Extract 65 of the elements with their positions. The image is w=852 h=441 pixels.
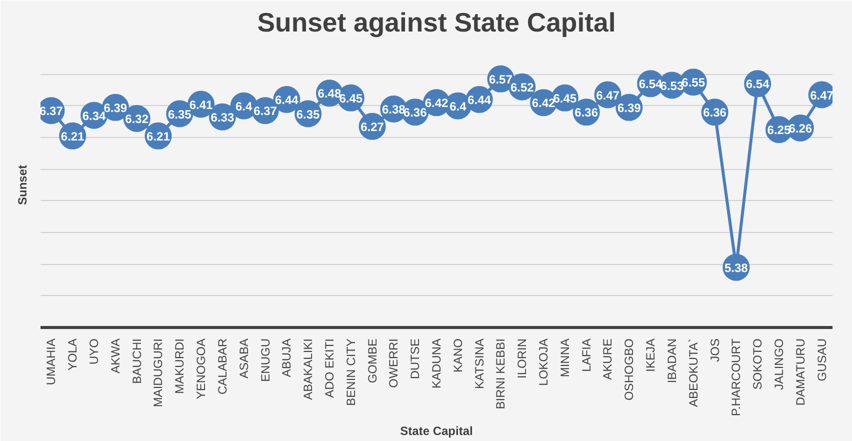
x-tick-label: YOLA: [66, 338, 80, 371]
x-tick-label: MAIDUGURI: [151, 338, 166, 408]
data-label: 6.42: [424, 96, 449, 110]
x-tick-label: AKWA: [108, 338, 122, 374]
data-label: 6.21: [60, 129, 85, 144]
data-label: 6.37: [254, 104, 278, 118]
data-label: 6.36: [703, 106, 727, 120]
x-tick-label: BIRNI KEBBI: [494, 338, 508, 410]
x-axis-title: State Capital: [400, 424, 473, 438]
x-tick-label: P.HARCOURT: [729, 338, 744, 416]
x-tick-label: ENUGU: [258, 338, 272, 382]
x-tick-label: KATSINA: [472, 338, 486, 389]
data-label: 6.44: [468, 93, 492, 107]
x-tick-label: UYO: [87, 338, 102, 365]
data-label: 6.27: [360, 120, 384, 134]
x-tick-label: CALABAR: [215, 338, 230, 395]
data-label: 5.38: [724, 260, 748, 275]
data-label: 6.25: [767, 123, 791, 138]
data-label: 6.39: [104, 100, 128, 115]
x-tick-label: ADO EKITI: [322, 338, 336, 398]
data-label: 6.21: [146, 129, 170, 144]
x-tick-label: DUTSE: [408, 338, 422, 380]
x-tick-label: ABAKALIKI: [301, 338, 316, 400]
x-tick-label: KADUNA: [430, 338, 444, 389]
data-label: 6.52: [510, 80, 534, 94]
x-tick-label: IKEJA: [644, 338, 658, 372]
data-label: 6.33: [210, 110, 234, 124]
x-tick-label: OWERRI: [386, 338, 401, 388]
x-tick-label: ABEOKUTA`: [686, 338, 700, 407]
x-tick-label: JOS: [708, 338, 722, 362]
chart-title: Sunset against State Capital: [257, 8, 616, 38]
data-label: 6.45: [339, 91, 363, 106]
x-tick-label: JALINGO: [772, 338, 786, 390]
x-tick-label: BAUCHI: [130, 338, 144, 384]
x-tick-label: YENOGOA: [194, 338, 208, 400]
data-label: 6.4: [450, 99, 467, 114]
x-tick-label: ABUJA: [280, 338, 294, 378]
data-label: 6.54: [746, 77, 770, 92]
x-tick-label: IBADAN: [664, 338, 679, 384]
x-tick-label: SOKOTO: [750, 338, 765, 390]
x-tick-label: BENIN CITY: [344, 338, 358, 406]
data-label: 6.41: [189, 98, 214, 112]
x-tick-label: LAFIA: [579, 338, 594, 372]
data-label: 6.35: [296, 107, 320, 122]
data-label: 6.32: [125, 112, 149, 126]
x-tick-label: MAKURDI: [172, 338, 187, 394]
x-tick-label: MINNA: [558, 338, 572, 378]
x-tick-label: UMAHIA: [44, 338, 58, 386]
x-tick-label: LOKOJA: [536, 338, 551, 386]
data-label: 6.45: [553, 91, 577, 106]
x-tick-label: KANO: [450, 338, 465, 373]
data-label: 6.39: [617, 100, 642, 115]
x-tick-label: GOMBE: [365, 338, 380, 384]
data-label: 6.26: [788, 122, 812, 136]
data-label: 6.4: [236, 99, 253, 114]
x-tick-label: AKURE: [600, 338, 615, 380]
x-tick-label: GUSAU: [814, 338, 829, 382]
data-label: 6.44: [274, 93, 299, 107]
y-axis-title: Sunset: [16, 164, 30, 206]
data-label: 6.47: [596, 88, 620, 102]
data-label: 6.36: [574, 106, 598, 120]
x-tick-label: DAMATURU: [793, 338, 808, 406]
x-tick-label: ASABA: [236, 338, 251, 379]
x-tick-label: OSHOGBO: [622, 338, 636, 401]
x-tick-label: ILORIN: [515, 338, 530, 379]
